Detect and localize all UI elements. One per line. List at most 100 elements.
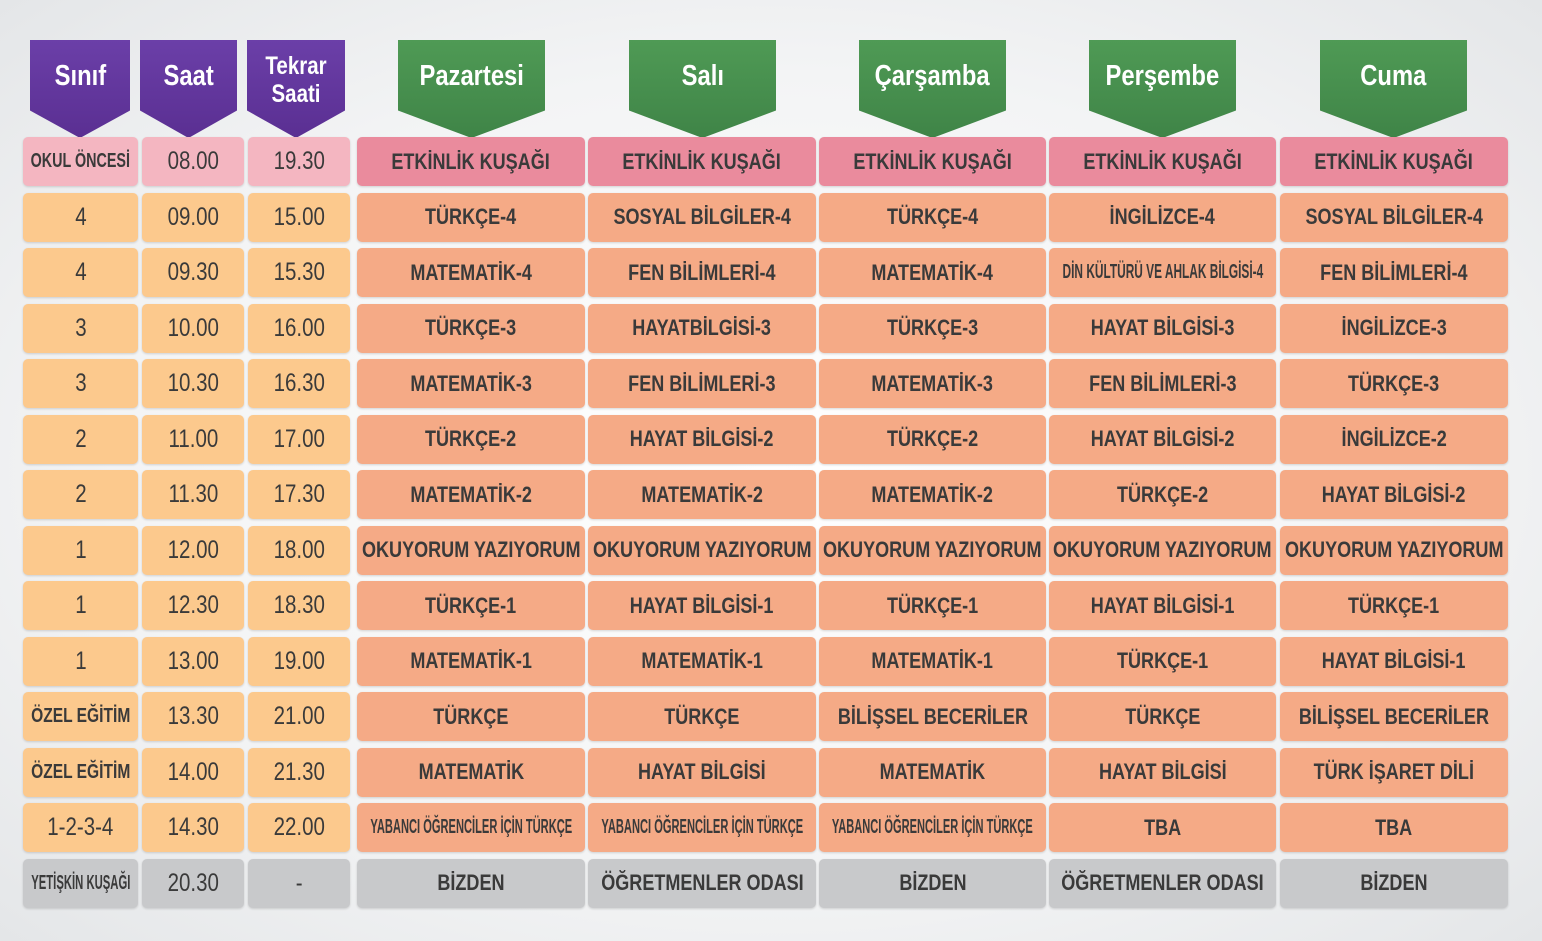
cell-text: ETKİNLİK KUŞAĞI — [1083, 148, 1242, 174]
lesson-cell: HAYAT BİLGİSİ-2 — [1280, 470, 1508, 519]
lesson-cell: BİLİŞSEL BECERİLER — [819, 692, 1046, 741]
cell-text: OKUYORUM YAZIYORUM — [592, 537, 812, 562]
cell-text: 22.00 — [273, 813, 325, 841]
cell-text: - — [295, 868, 303, 897]
cell-text: 2 — [74, 424, 87, 453]
lesson-cell: TÜRKÇE-1 — [1280, 581, 1508, 630]
row-info-cell: 13.00 — [142, 636, 244, 686]
cell-text: 16.30 — [273, 369, 325, 397]
cell-text: TÜRKÇE-3 — [1348, 370, 1440, 396]
cell-text: BİZDEN — [437, 870, 505, 895]
lesson-cell: MATEMATİK-1 — [588, 636, 816, 686]
lesson-cell: HAYAT BİLGİSİ-1 — [1049, 581, 1276, 630]
cell-text: HAYATBİLGİSİ-3 — [632, 315, 772, 340]
lesson-cell: HAYAT BİLGİSİ-1 — [588, 581, 816, 630]
lesson-cell: MATEMATİK-2 — [819, 470, 1046, 519]
cell-text: 19.00 — [273, 646, 325, 675]
cell-text: 1 — [74, 646, 87, 675]
lesson-cell: ETKİNLİK KUŞAĞI — [357, 137, 585, 186]
cell-text: MATEMATİK — [879, 759, 986, 784]
lesson-cell: ETKİNLİK KUŞAĞI — [1280, 137, 1508, 186]
lesson-cell: TÜRKÇE — [357, 692, 585, 741]
lesson-cell: OKUYORUM YAZIYORUM — [357, 525, 585, 575]
cell-text: 17.30 — [273, 480, 325, 508]
cell-text: ETKİNLİK KUŞAĞI — [1314, 148, 1474, 174]
lesson-cell: TÜRKÇE-2 — [1049, 470, 1276, 519]
cell-text: 14.30 — [167, 813, 219, 841]
lesson-cell: BİZDEN — [819, 858, 1046, 908]
cell-text: 15.30 — [273, 258, 325, 286]
cell-text: HAYAT BİLGİSİ-1 — [1322, 648, 1466, 673]
column-header: Perşembe — [1089, 40, 1236, 138]
lesson-cell: TÜRKÇE-4 — [819, 192, 1046, 242]
cell-text: 08.00 — [167, 147, 219, 175]
row-info-cell: 2 — [23, 414, 138, 464]
cell-text: HAYAT BİLGİSİ-2 — [630, 426, 774, 451]
lesson-cell: ÖĞRETMENLER ODASI — [588, 858, 816, 908]
cell-text: ÖĞRETMENLER ODASI — [600, 870, 804, 895]
cell-text: YABANCI ÖĞRENCİLER İÇİN TÜRKÇE — [601, 816, 803, 838]
cell-text: 3 — [74, 369, 87, 397]
cell-text: FEN BİLİMLERİ-3 — [628, 370, 776, 396]
lesson-cell: ÖĞRETMENLER ODASI — [1049, 858, 1276, 908]
cell-text: İNGİLİZCE-3 — [1341, 315, 1447, 340]
cell-text: TÜRKÇE-2 — [1116, 481, 1209, 507]
lesson-cell: TBA — [1280, 803, 1508, 852]
row-info-cell: 10.30 — [142, 359, 244, 408]
row-info-cell: 15.30 — [248, 248, 350, 297]
cell-text: ETKİNLİK KUŞAĞI — [391, 148, 551, 174]
row-info-cell: 3 — [23, 303, 138, 353]
cell-text: 20.30 — [167, 868, 219, 897]
cell-text: 11.30 — [168, 480, 218, 508]
cell-text: YETİŞKİN KUŞAĞI — [30, 871, 131, 894]
lesson-cell: MATEMATİK — [357, 747, 585, 797]
column-header: Sınıf — [30, 40, 130, 138]
cell-text: 13.30 — [167, 702, 219, 730]
cell-text: TÜRKÇE-3 — [425, 315, 517, 340]
row-info-cell: 3 — [23, 359, 138, 408]
cell-text: MATEMATİK-1 — [641, 648, 763, 673]
row-info-cell: 11.00 — [142, 414, 244, 464]
row-info-cell: 18.00 — [248, 525, 350, 575]
lesson-cell: TÜRKÇE-1 — [357, 581, 585, 630]
cell-text: 14.00 — [167, 757, 219, 786]
header-text: Saat — [163, 60, 214, 92]
cell-text: 1 — [74, 535, 87, 564]
lesson-cell: HAYAT BİLGİSİ-2 — [588, 414, 816, 464]
lesson-cell: SOSYAL BİLGİLER-4 — [588, 192, 816, 242]
lesson-cell: MATEMATİK-2 — [357, 470, 585, 519]
lesson-cell: MATEMATİK-2 — [588, 470, 816, 519]
lesson-cell: YABANCI ÖĞRENCİLER İÇİN TÜRKÇE — [819, 803, 1046, 852]
lesson-cell: İNGİLİZCE-4 — [1049, 192, 1276, 242]
cell-text: TÜRKÇE-2 — [886, 426, 979, 451]
lesson-cell: MATEMATİK-4 — [357, 248, 585, 297]
lesson-cell: İNGİLİZCE-3 — [1280, 303, 1508, 353]
cell-text: OKUYORUM YAZIYORUM — [361, 537, 581, 562]
cell-text: 09.30 — [167, 258, 219, 286]
lesson-cell: HAYAT BİLGİSİ-1 — [1280, 636, 1508, 686]
row-info-cell: 12.30 — [142, 581, 244, 630]
column-header: Çarşamba — [859, 40, 1006, 138]
cell-text: FEN BİLİMLERİ-4 — [628, 259, 776, 285]
lesson-cell: TÜRKÇE-1 — [1049, 636, 1276, 686]
cell-text: TÜRKÇE-1 — [886, 592, 979, 618]
row-info-cell: - — [248, 858, 350, 908]
cell-text: İNGİLİZCE-2 — [1341, 426, 1447, 451]
cell-text: 11.00 — [168, 424, 218, 453]
lesson-cell: OKUYORUM YAZIYORUM — [1280, 525, 1508, 575]
lesson-cell: TÜRKÇE-3 — [357, 303, 585, 353]
row-info-cell: 1-2-3-4 — [23, 803, 138, 852]
cell-text: 18.00 — [273, 535, 325, 564]
column-header: Tekrar Saati — [247, 40, 345, 138]
lesson-cell: TÜRKÇE-4 — [357, 192, 585, 242]
cell-text: YABANCI ÖĞRENCİLER İÇİN TÜRKÇE — [832, 816, 1033, 838]
cell-text: TÜRKÇE-4 — [886, 204, 979, 229]
cell-text: 18.30 — [273, 591, 325, 619]
cell-text: TÜRKÇE — [664, 703, 740, 729]
lesson-cell: ETKİNLİK KUŞAĞI — [819, 137, 1046, 186]
row-info-cell: 20.30 — [142, 858, 244, 908]
lesson-cell: FEN BİLİMLERİ-4 — [588, 248, 816, 297]
cell-text: HAYAT BİLGİSİ — [638, 759, 766, 784]
lesson-cell: HAYAT BİLGİSİ — [588, 747, 816, 797]
